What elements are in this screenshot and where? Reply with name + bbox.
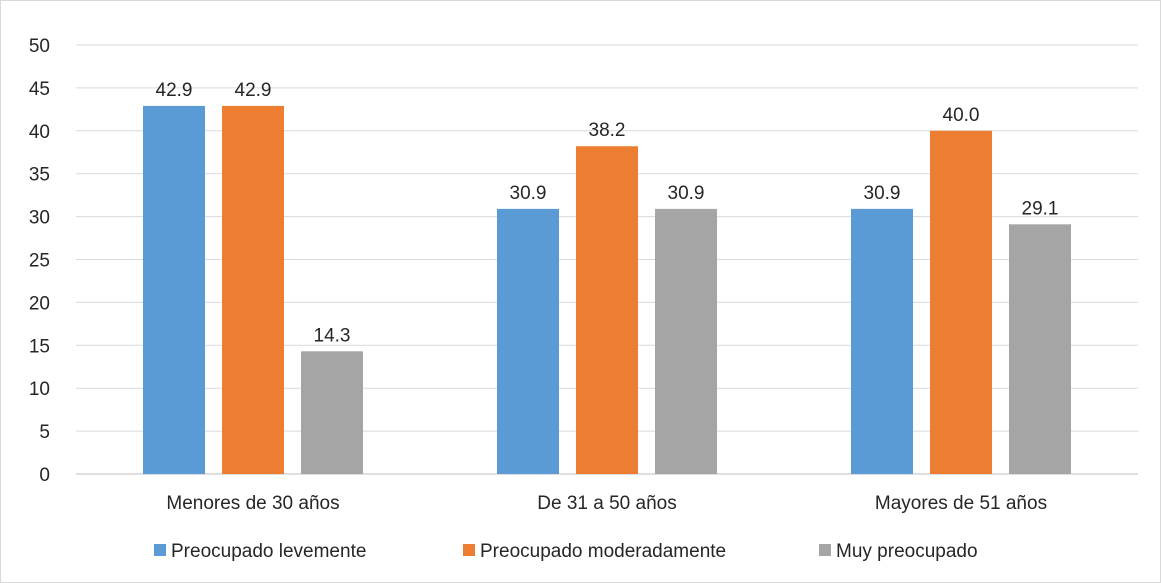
- legend-swatch: [463, 544, 475, 556]
- x-axis: Menores de 30 años De 31 a 50 años Mayores…: [166, 493, 1047, 514]
- bar: [1009, 224, 1071, 474]
- bars: [143, 105, 1071, 475]
- bar: [851, 208, 913, 475]
- bar: [576, 146, 638, 474]
- data-label: 30.9: [864, 183, 901, 204]
- legend-label: Preocupado levemente: [171, 541, 366, 562]
- y-tick-label: 35: [29, 165, 50, 186]
- data-label: 42.9: [235, 80, 272, 101]
- y-tick-label: 50: [29, 36, 50, 57]
- bar: [655, 208, 717, 475]
- legend-swatch: [819, 544, 831, 556]
- data-label: 38.2: [589, 120, 626, 141]
- bar: [222, 105, 284, 474]
- legend-swatch: [154, 544, 166, 556]
- y-tick-label: 15: [29, 336, 50, 357]
- y-tick-label: 40: [29, 122, 50, 143]
- data-label: 14.3: [314, 325, 351, 346]
- bar: [301, 351, 363, 474]
- x-category-label: Menores de 30 años: [166, 493, 339, 514]
- y-tick-label: 25: [29, 251, 50, 272]
- y-tick-label: 45: [29, 79, 50, 100]
- y-tick-label: 20: [29, 293, 50, 314]
- data-label: 40.0: [943, 105, 980, 126]
- data-labels: 42.9 42.9 14.3 30.9 38.2 30.9 30.9 40.0 29.1: [156, 80, 1059, 346]
- x-category-label: Mayores de 51 años: [875, 493, 1047, 514]
- data-label: 42.9: [156, 80, 193, 101]
- data-label: 30.9: [668, 183, 705, 204]
- x-category-label: De 31 a 50 años: [537, 493, 676, 514]
- legend: Preocupado levemente Preocupado moderadam…: [154, 541, 978, 562]
- bar: [497, 208, 559, 475]
- y-tick-label: 30: [29, 208, 50, 229]
- legend-label: Muy preocupado: [836, 541, 978, 562]
- y-tick-label: 10: [29, 379, 50, 400]
- data-label: 29.1: [1022, 198, 1059, 219]
- bar: [930, 130, 992, 475]
- data-label: 30.9: [510, 183, 547, 204]
- y-tick-label: 5: [39, 422, 50, 443]
- y-axis-tick-labels: 0 5 10 15 20 25 30 35 40 45 50: [29, 36, 50, 486]
- bar: [143, 105, 205, 474]
- legend-label: Preocupado moderadamente: [480, 541, 726, 562]
- y-tick-label: 0: [39, 465, 50, 486]
